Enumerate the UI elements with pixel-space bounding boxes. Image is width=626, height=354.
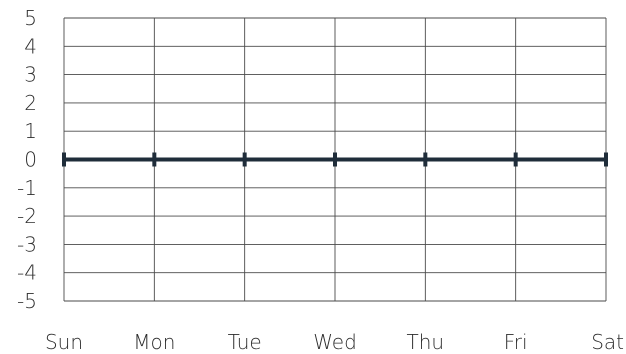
series-layer [62,152,608,167]
y-tick-label: 2 [24,91,37,115]
y-tick-label: 0 [24,148,37,172]
x-tick-label: Tue [228,330,262,354]
y-axis-labels: 5 4 3 2 1 0 -1 -2 -3 -4 -5 [17,6,37,313]
x-tick-label: Fri [504,330,528,354]
y-tick-label: 1 [24,119,37,143]
y-tick-label: -5 [17,289,37,313]
x-tick-label: Sat [591,330,624,354]
y-tick-label: -4 [17,261,37,285]
x-tick-label: Mon [133,330,175,354]
y-tick-label: -2 [17,204,37,228]
y-tick-label: 5 [24,6,37,30]
y-tick-label: 4 [24,34,37,58]
x-axis-labels: Sun Mon Tue Wed Thu Fri Sat [45,330,624,354]
x-tick-label: Wed [313,330,357,354]
y-tick-label: -3 [17,232,37,256]
x-tick-label: Sun [45,330,83,354]
x-tick-label: Thu [407,330,445,354]
y-tick-label: -1 [17,176,37,200]
y-tick-label: 3 [24,63,37,87]
